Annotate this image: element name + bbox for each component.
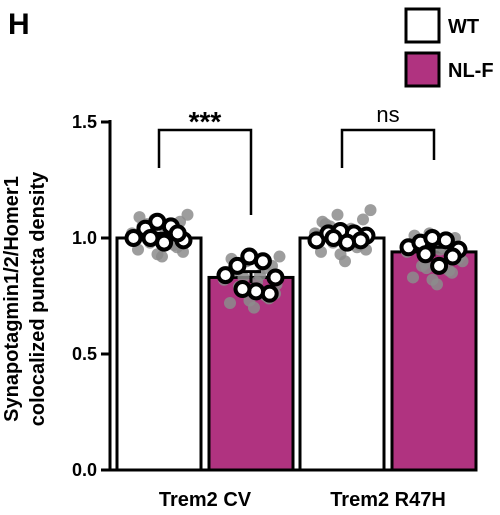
- legend-label-nlf: NL-F: [448, 60, 494, 82]
- animal-point: [436, 231, 455, 250]
- y-axis-label: Synapotagmin1/2/Homer1 colocalized punct…: [1, 171, 49, 426]
- significance-bracket-1: [340, 128, 436, 168]
- bar-wt-1: [298, 236, 386, 472]
- bar-wt-0: [115, 236, 203, 472]
- animal-point: [266, 268, 285, 287]
- legend-swatch-wt: [404, 7, 441, 44]
- replicate-point: [426, 273, 439, 286]
- animal-point: [141, 229, 160, 247]
- animal-point: [228, 256, 247, 275]
- legend-swatch-nlf: [404, 51, 441, 88]
- animal-point: [247, 282, 266, 301]
- replicate-point: [316, 215, 329, 228]
- animal-point: [253, 252, 272, 271]
- animal-point: [233, 280, 252, 299]
- y-tick-label-0: 0.0: [72, 460, 97, 480]
- animal-point: [124, 229, 143, 247]
- replicate-point: [420, 262, 433, 275]
- replicate-point: [331, 208, 344, 221]
- y-tick-label-2: 1.0: [72, 228, 97, 248]
- panel-letter: H: [8, 8, 30, 41]
- replicate-point: [133, 211, 146, 224]
- animal-point: [416, 245, 435, 264]
- replicate-point: [334, 248, 347, 261]
- y-tick-label-3: 1.5: [72, 112, 97, 132]
- x-tick-label-1: Trem2 R47H: [330, 489, 446, 511]
- significance-label-0: ***: [189, 106, 222, 137]
- animal-point: [430, 256, 449, 275]
- replicate-point: [407, 271, 419, 284]
- animal-point: [443, 247, 462, 266]
- replicate-point: [181, 208, 194, 221]
- replicate-point: [224, 296, 236, 309]
- animal-point: [168, 224, 187, 243]
- replicate-point: [151, 248, 164, 261]
- replicate-point: [357, 213, 369, 226]
- animal-point: [423, 229, 442, 247]
- x-tick-label-0: Trem2 CV: [159, 489, 252, 511]
- animal-point: [351, 231, 370, 250]
- significance-label-1: ns: [376, 102, 399, 127]
- y-axis-label-line-2: colocalized puncta density: [27, 171, 49, 426]
- replicate-point: [446, 266, 458, 279]
- replicate-point: [273, 250, 286, 263]
- animal-point: [260, 284, 279, 303]
- animal-point: [216, 266, 235, 285]
- significance-bracket-0: [157, 128, 253, 215]
- y-axis-label-line-1: Synapotagmin1/2/Homer1: [1, 176, 23, 422]
- legend-label-wt: WT: [448, 16, 479, 38]
- plot-area: 0.0 0.5 1.0 1.5 Trem2 CV Trem2 R47H *** ns: [72, 102, 478, 511]
- replicate-point: [364, 204, 377, 217]
- legend: WT NL-F: [404, 7, 494, 88]
- y-tick-label-1: 0.5: [72, 344, 97, 364]
- animal-point: [324, 229, 343, 247]
